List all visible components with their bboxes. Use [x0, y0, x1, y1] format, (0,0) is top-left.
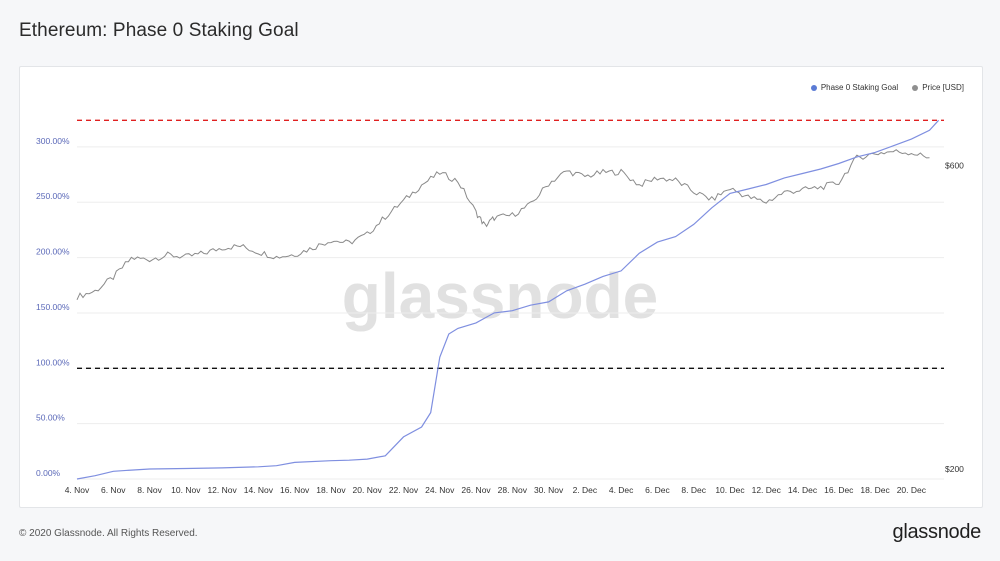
legend-item-staking[interactable]: Phase 0 Staking Goal — [810, 83, 899, 92]
brand-logo[interactable]: glassnode — [892, 521, 982, 543]
legend-label-price: Price [USD] — [922, 83, 964, 92]
legend-label-staking: Phase 0 Staking Goal — [820, 83, 899, 92]
legend-dot-price — [912, 84, 919, 91]
legend-item-price[interactable]: Price [USD] — [912, 83, 964, 92]
chart-card: Phase 0 Staking Goal Price [USD] — [19, 66, 983, 508]
chart-legend: Phase 0 Staking Goal Price [USD] — [810, 83, 964, 92]
legend-dot-staking — [810, 84, 817, 91]
copyright-text: © 2020 Glassnode. All Rights Reserved. — [19, 528, 198, 539]
page-title: Ethereum: Phase 0 Staking Goal — [19, 20, 299, 41]
